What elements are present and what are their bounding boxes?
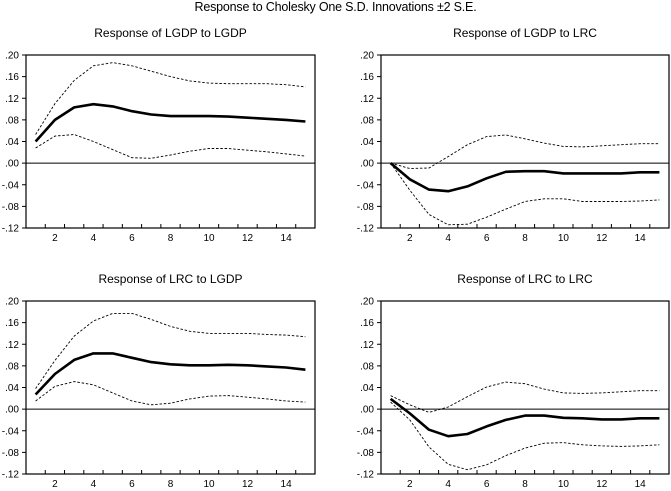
y-tick-label: .12: [360, 340, 374, 351]
x-tick-label: 2: [52, 233, 58, 244]
x-tick-label: 12: [596, 233, 608, 244]
y-tick-label: .04: [5, 137, 19, 148]
y-tick-label: -.04: [357, 426, 375, 437]
y-tick-label: .00: [5, 405, 19, 416]
y-tick-label: -.12: [2, 224, 20, 235]
y-tick-label: .20: [360, 51, 374, 62]
y-tick-label: .12: [5, 94, 19, 105]
x-tick-label: 4: [445, 233, 451, 244]
y-tick-label: .04: [5, 383, 19, 394]
y-tick-label: .08: [5, 115, 19, 126]
response-line: [389, 162, 660, 193]
x-tick-label: 8: [168, 479, 174, 490]
panel-title: Response of LRC to LRC: [457, 272, 593, 286]
x-tick-label: 10: [203, 479, 215, 490]
x-tick-label: 6: [484, 479, 490, 490]
y-tick-label: .20: [5, 51, 19, 62]
x-tick-label: 4: [91, 479, 97, 490]
y-tick-label: .12: [360, 94, 374, 105]
response-line: [389, 397, 660, 438]
plot-frame: [380, 300, 670, 475]
lower-band-line: [35, 134, 306, 159]
y-tick-label: -.04: [2, 426, 20, 437]
y-tick-label: .00: [360, 405, 374, 416]
upper-band-line: [390, 134, 660, 169]
response-line: [34, 352, 306, 396]
y-tick-label: -.08: [2, 448, 20, 459]
y-tick-label: -.12: [2, 470, 20, 481]
x-tick-label: 8: [522, 479, 528, 490]
y-tick-label: -.04: [2, 180, 20, 191]
x-tick-label: 14: [281, 479, 293, 490]
response-line: [34, 102, 306, 143]
upper-band-line: [35, 62, 306, 135]
x-tick-label: 6: [484, 233, 490, 244]
y-tick-label: .12: [5, 340, 19, 351]
y-tick-label: .16: [5, 318, 19, 329]
panel-title: Response of LGDP to LGDP: [94, 26, 247, 40]
y-tick-label: -.12: [357, 470, 375, 481]
y-tick-label: .16: [360, 72, 374, 83]
y-tick-label: .00: [360, 159, 374, 170]
y-tick-label: .04: [360, 137, 374, 148]
x-tick-label: 4: [91, 233, 97, 244]
y-tick-label: .08: [360, 115, 374, 126]
x-tick-label: 2: [407, 233, 413, 244]
x-tick-label: 2: [407, 479, 413, 490]
x-tick-label: 12: [242, 479, 254, 490]
y-tick-label: -.12: [357, 224, 375, 235]
y-tick-label: -.08: [2, 202, 20, 213]
x-tick-label: 12: [596, 479, 608, 490]
y-tick-label: .08: [5, 361, 19, 372]
x-tick-label: 2: [52, 479, 58, 490]
y-tick-label: .08: [360, 361, 374, 372]
x-tick-label: 10: [558, 233, 570, 244]
y-tick-label: .04: [360, 383, 374, 394]
x-tick-label: 6: [129, 479, 135, 490]
x-tick-label: 14: [635, 233, 647, 244]
panel-title: Response of LRC to LGDP: [98, 272, 242, 286]
x-tick-label: 14: [635, 479, 647, 490]
y-tick-label: -.08: [357, 448, 375, 459]
x-tick-label: 4: [445, 479, 451, 490]
x-tick-label: 12: [242, 233, 254, 244]
figure-title: Response to Cholesky One S.D. Innovation…: [194, 0, 477, 14]
y-tick-label: .20: [5, 297, 19, 308]
x-tick-label: 10: [558, 479, 570, 490]
x-tick-label: 8: [168, 233, 174, 244]
upper-band-line: [390, 381, 660, 413]
x-tick-label: 8: [522, 233, 528, 244]
upper-band-line: [35, 312, 306, 389]
lower-band-line: [35, 381, 306, 406]
x-tick-label: 10: [203, 233, 215, 244]
x-tick-label: 14: [281, 233, 293, 244]
y-tick-label: .16: [5, 72, 19, 83]
y-tick-label: .20: [360, 297, 374, 308]
x-tick-label: 6: [129, 233, 135, 244]
plot-frame: [25, 300, 316, 475]
panel-title: Response of LGDP to LRC: [453, 26, 597, 40]
y-tick-label: -.04: [357, 180, 375, 191]
y-tick-label: -.08: [357, 202, 375, 213]
y-tick-label: .16: [360, 318, 374, 329]
plot-frame: [380, 54, 670, 229]
plot-frame: [25, 54, 316, 229]
y-tick-label: .00: [5, 159, 19, 170]
